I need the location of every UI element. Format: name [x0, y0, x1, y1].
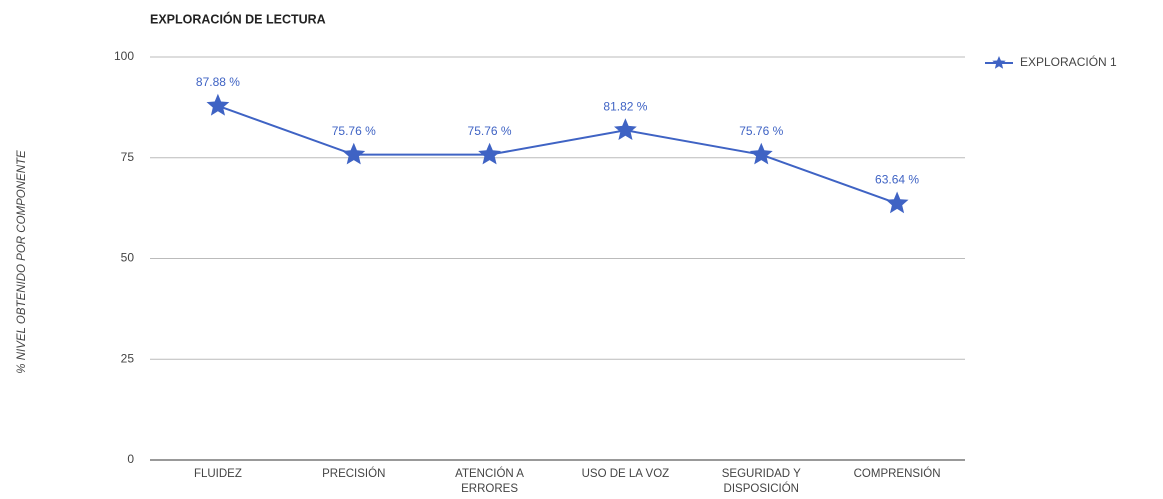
- star-marker: [478, 142, 501, 165]
- data-label: 63.64 %: [875, 173, 919, 187]
- star-marker: [885, 191, 909, 214]
- x-tick-label: USO DE LA VOZ: [581, 468, 670, 480]
- y-tick-label: 100: [114, 49, 134, 63]
- y-tick-label: 25: [121, 351, 135, 365]
- star-marker: [342, 142, 366, 165]
- legend-label: EXPLORACIÓN 1: [1020, 54, 1117, 69]
- y-tick-label: 0: [127, 452, 134, 466]
- data-label: 75.76 %: [332, 124, 376, 138]
- y-tick-label: 75: [121, 150, 135, 164]
- data-label: 75.76 %: [739, 124, 783, 138]
- star-marker: [206, 93, 230, 116]
- data-label: 81.82 %: [603, 99, 647, 113]
- x-tick-label: PRECISIÓN: [322, 468, 386, 480]
- data-label: 75.76 %: [468, 124, 512, 138]
- line: [217, 104, 898, 205]
- x-tick-label: SEGURIDAD Y DISPOSICIÓN: [721, 468, 801, 495]
- y-axis-label: % NIVEL OBTENIDO POR COMPONENTE: [16, 150, 28, 374]
- x-tick-label: FLUIDEZ: [193, 468, 242, 480]
- x-tick-label: COMPRENSIÓN: [853, 468, 941, 480]
- x-tick-label: ATENCIÓN A ERRORES: [455, 468, 524, 495]
- data-label: 87.88 %: [196, 75, 240, 89]
- chart-title: EXPLORACIÓN DE LECTURA: [150, 11, 326, 26]
- star-marker: [614, 118, 637, 140]
- star-marker: [749, 142, 773, 165]
- legend-marker: [992, 56, 1006, 69]
- y-tick-label: 50: [121, 251, 135, 265]
